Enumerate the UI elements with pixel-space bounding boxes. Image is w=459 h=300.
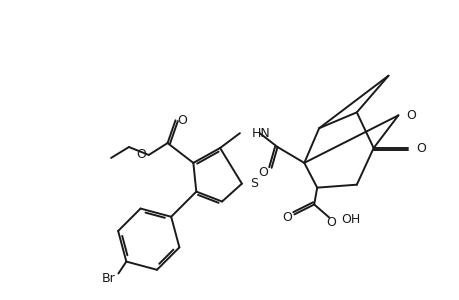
Text: O: O (415, 142, 425, 154)
Text: O: O (258, 166, 268, 179)
Text: OH: OH (340, 213, 359, 226)
Text: S: S (249, 177, 257, 190)
Text: Br: Br (101, 272, 115, 285)
Text: HN: HN (251, 127, 270, 140)
Text: O: O (405, 109, 415, 122)
Text: O: O (282, 211, 292, 224)
Text: O: O (135, 148, 146, 161)
Text: O: O (325, 216, 335, 229)
Text: O: O (177, 114, 187, 127)
